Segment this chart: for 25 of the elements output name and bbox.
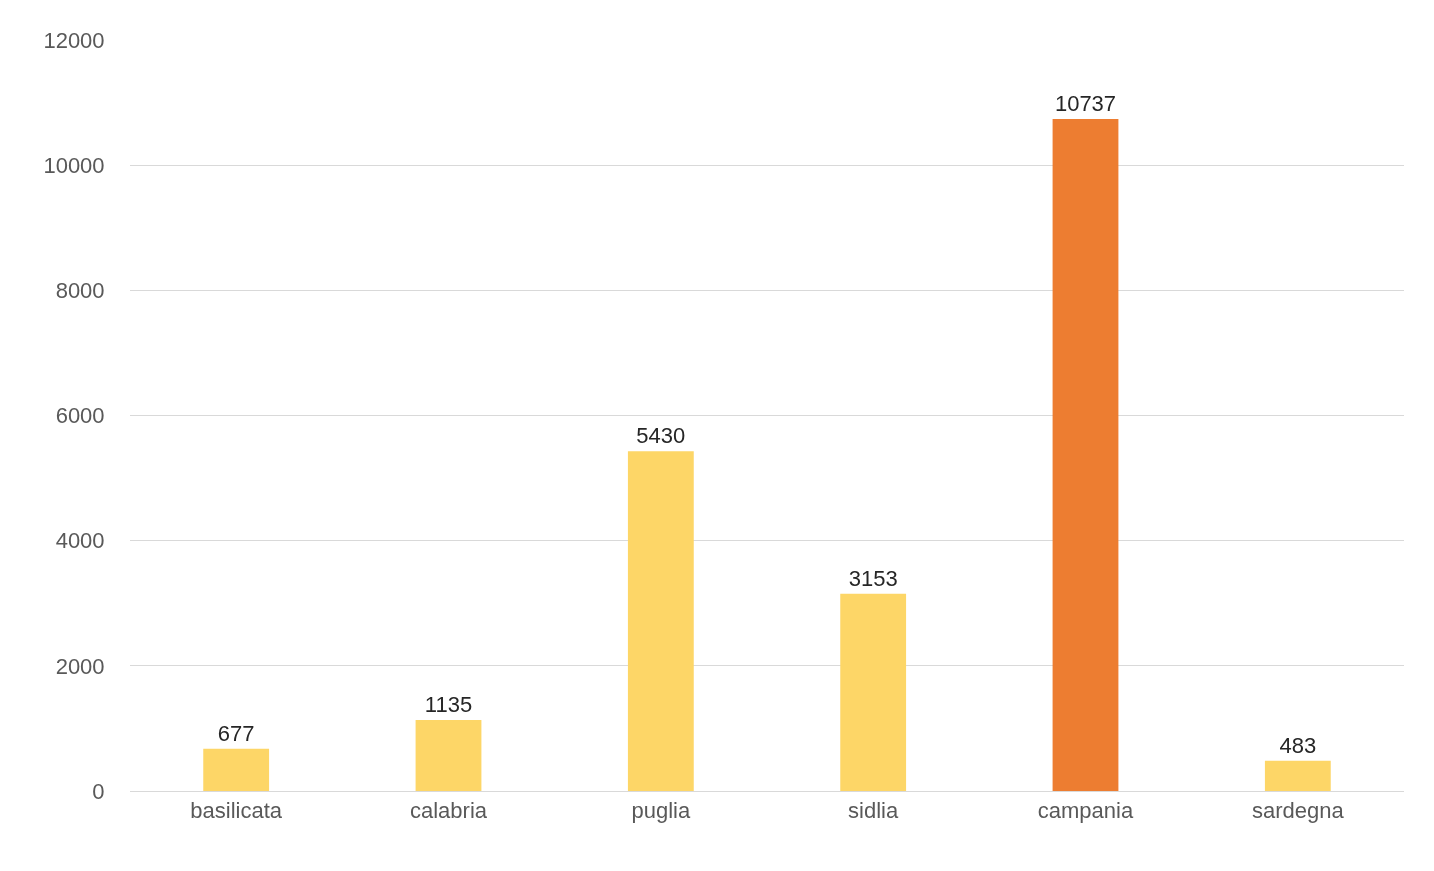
y-tick-label: 12000 [43, 27, 105, 53]
x-tick-label: sidlia [848, 798, 899, 824]
y-tick-label: 2000 [55, 653, 105, 679]
y-tick-label: 4000 [55, 528, 105, 554]
y-tick-label: 0 [92, 778, 105, 804]
y-tick-label: 10000 [43, 152, 105, 178]
bar [203, 748, 270, 791]
data-label: 5430 [636, 423, 686, 449]
x-tick-label: puglia [631, 798, 691, 824]
bar [415, 719, 482, 791]
x-tick-label: campania [1037, 798, 1134, 824]
x-tick-label: sardegna [1251, 798, 1345, 824]
y-tick-label: 6000 [55, 403, 105, 429]
data-label: 3153 [848, 565, 898, 591]
bar [840, 593, 907, 791]
data-label: 10737 [1054, 91, 1117, 117]
x-tick-label: basilicata [190, 798, 283, 824]
data-label: 483 [1279, 732, 1317, 758]
x-tick-label: calabria [409, 798, 488, 824]
bar [1052, 119, 1119, 791]
data-label: 1135 [424, 691, 473, 717]
bar [627, 451, 694, 791]
data-label: 677 [217, 720, 255, 746]
bar [1264, 760, 1331, 791]
y-tick-label: 8000 [55, 278, 105, 304]
